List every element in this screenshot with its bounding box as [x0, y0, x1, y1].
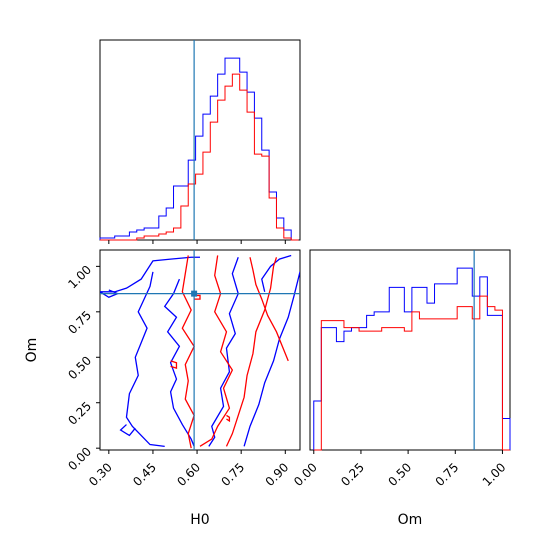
contour-blue-line — [125, 271, 165, 448]
histogram-blue-series — [313, 267, 511, 450]
contour-blue-line — [163, 278, 195, 447]
y-tick-label: 0.50 — [65, 353, 94, 382]
y-tick-label: 1.00 — [65, 263, 94, 292]
histogram-blue-series — [99, 57, 299, 241]
contour-blue-line — [119, 424, 136, 437]
y-tick-label: 0.75 — [65, 308, 94, 337]
contour-blue-line — [243, 271, 300, 447]
joint-panel: 0.30 0.45 0.60 0.75 0.90 0.00 0.25 0.50 0.75 1.00 — [65, 249, 301, 489]
x-tick-label: 0.30 — [86, 460, 115, 489]
x-tick-label: 0.45 — [130, 460, 159, 489]
contour-blue-line — [261, 254, 292, 292]
x-tick-label: 0.60 — [174, 460, 203, 489]
y-tick-label: 0.25 — [65, 399, 94, 428]
histogram-red-series — [313, 295, 510, 451]
x-tick-label: 1.00 — [480, 460, 509, 489]
contour-red-line — [225, 257, 278, 447]
joint-frame — [99, 249, 301, 451]
contour-blue-line — [100, 289, 120, 298]
y-tick-label: 0.00 — [65, 444, 94, 473]
x-tick-label: 0.00 — [291, 460, 320, 489]
contour-red-line — [170, 360, 178, 370]
histogram-red-series — [100, 73, 299, 241]
contour-blue-line — [208, 257, 239, 447]
truth-point-marker — [191, 290, 198, 297]
om-marginal-frame — [309, 249, 511, 451]
y-axis-label-om: Om — [24, 338, 40, 363]
x-tick-label: 0.90 — [263, 460, 292, 489]
x-tick-label: 0.25 — [338, 460, 367, 489]
contour-red-line — [181, 255, 195, 449]
h0-marginal-panel — [99, 39, 301, 244]
x-axis-label-h0: H0 — [190, 512, 209, 528]
h0-marginal-frame — [99, 39, 301, 241]
om-marginal-panel: 0.00 0.25 0.50 0.75 1.00 — [291, 249, 511, 489]
x-tick-label: 0.75 — [219, 460, 248, 489]
x-tick-label: 0.75 — [433, 460, 462, 489]
x-tick-label: 0.50 — [385, 460, 414, 489]
contour-red-line — [226, 414, 231, 423]
contour-red-line — [249, 257, 289, 362]
contour-red-line — [199, 255, 234, 447]
x-axis-label-om: Om — [398, 512, 423, 528]
